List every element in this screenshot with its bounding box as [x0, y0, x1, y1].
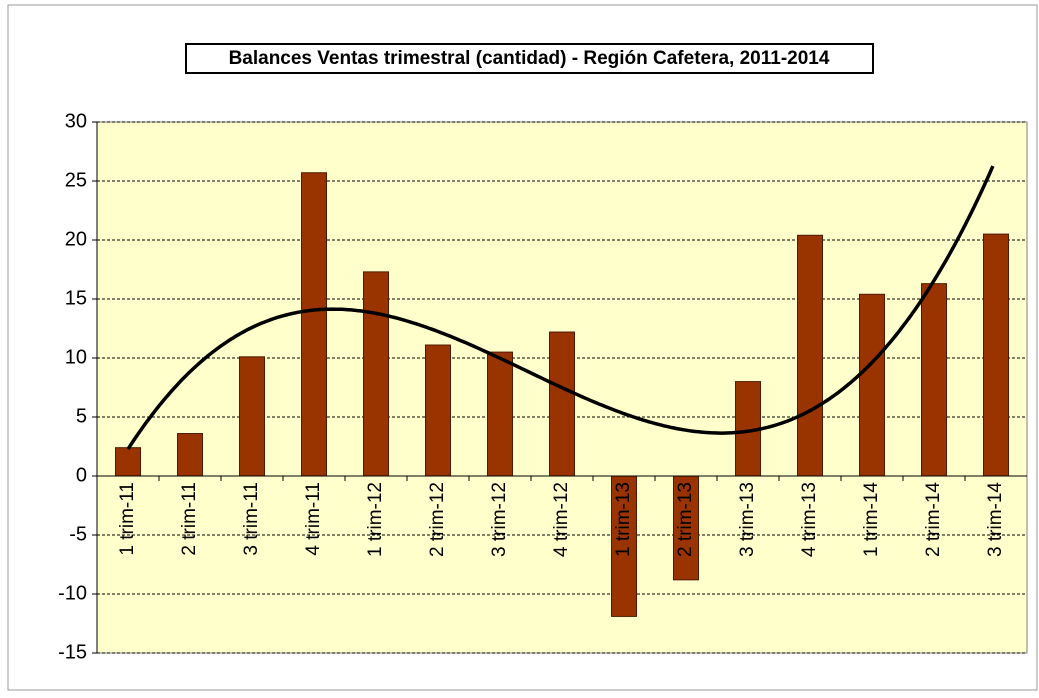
bar — [673, 475, 699, 581]
y-tick-label: 30 — [65, 110, 87, 132]
y-tick-label: 5 — [76, 405, 87, 427]
bar — [239, 356, 265, 477]
chart-title: Balances Ventas trimestral (cantidad) - … — [229, 48, 830, 69]
x-tick-label: 1 trim-11 — [117, 482, 138, 556]
x-tick-label: 1 trim-12 — [365, 482, 386, 557]
x-tick-label: 4 trim-12 — [551, 482, 572, 557]
trend-line — [126, 165, 995, 450]
y-tick-label: 20 — [65, 228, 87, 250]
x-tick-label: 3 trim-13 — [737, 482, 758, 557]
x-tick-label: 3 trim-14 — [985, 482, 1006, 557]
bar — [115, 447, 141, 477]
bar — [425, 344, 451, 477]
x-tick-label: 1 trim-13 — [613, 482, 634, 557]
x-tick-label: 2 trim-11 — [179, 482, 200, 556]
y-tick-label: 10 — [65, 346, 87, 368]
bar — [301, 172, 327, 477]
bar — [797, 234, 823, 477]
x-tick-label: 1 trim-14 — [861, 482, 882, 557]
y-tick-label: 25 — [65, 169, 87, 191]
x-tick-label: 3 trim-11 — [241, 482, 262, 556]
x-tick-label: 3 trim-12 — [489, 482, 510, 557]
bar — [549, 331, 575, 477]
y-tick-label: -5 — [69, 523, 87, 545]
y-tick-label: -15 — [58, 641, 87, 663]
bar — [487, 351, 513, 477]
y-tick-label: 0 — [76, 464, 87, 486]
bar — [983, 233, 1009, 477]
x-tick-label: 2 trim-12 — [427, 482, 448, 557]
bar — [363, 271, 389, 477]
x-tick-label: 2 trim-14 — [923, 482, 944, 557]
x-tick-label: 4 trim-11 — [303, 482, 324, 556]
y-tick-label: 15 — [65, 287, 87, 309]
x-tick-label: 4 trim-13 — [799, 482, 820, 557]
bar — [177, 433, 203, 477]
x-tick-label: 2 trim-13 — [675, 482, 696, 557]
bar — [859, 293, 885, 477]
bar — [921, 283, 947, 477]
title-box — [185, 43, 874, 74]
y-tick-label: -10 — [58, 582, 87, 604]
